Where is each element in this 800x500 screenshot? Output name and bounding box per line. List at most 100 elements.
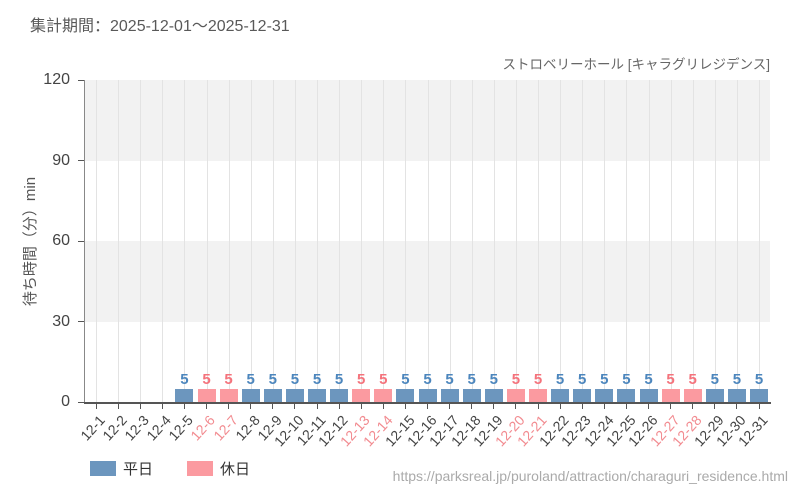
bar-value-label: 5: [290, 371, 300, 388]
x-tick: [449, 404, 451, 409]
x-tick: [117, 404, 119, 409]
bar: [661, 389, 680, 402]
bar: [352, 389, 371, 402]
bar-value-label: 5: [401, 371, 410, 388]
x-tick: [183, 404, 185, 409]
x-tick: [515, 404, 517, 409]
grid-line-vertical: [670, 80, 672, 402]
legend-item-weekday: 平日: [90, 458, 153, 479]
grid-line-vertical: [339, 80, 341, 402]
x-tick: [493, 404, 495, 409]
grid-line-vertical: [140, 80, 142, 402]
bar: [617, 389, 636, 402]
bar: [219, 389, 238, 402]
grid-line-vertical: [405, 80, 407, 402]
bar-value-label: 5: [622, 371, 631, 388]
grid-line-vertical: [383, 80, 385, 402]
bar-value-label: 5: [511, 371, 521, 388]
bar-value-label: 5: [754, 371, 764, 388]
x-tick: [648, 404, 649, 409]
x-tick: [471, 404, 473, 409]
bar: [263, 389, 282, 402]
grid-line-vertical: [759, 80, 760, 402]
grid-line-vertical: [626, 80, 628, 402]
grid-line-vertical: [118, 80, 120, 402]
bar: [241, 389, 260, 402]
x-tick: [316, 404, 318, 409]
bar-value-label: 5: [445, 371, 454, 388]
legend-item-weekend: 休日: [187, 458, 250, 479]
x-axis-labels: 12-1 12-2 12-3 12-4 12-5 12-6 12-7 12-8 12-9 12-1…: [77, 402, 771, 462]
legend-label: 平日: [123, 461, 154, 478]
bar-value-label: 5: [732, 371, 742, 388]
y-tick-label: 30: [52, 312, 70, 330]
bar: [484, 389, 503, 402]
y-axis-line: [84, 80, 85, 402]
bar-value-label: 5: [688, 371, 697, 388]
grid-line-vertical: [692, 80, 694, 402]
x-tick: [161, 404, 163, 409]
bar-value-label: 5: [533, 371, 543, 388]
bar: [418, 389, 437, 402]
x-tick: [736, 404, 738, 409]
x-tick: [382, 404, 384, 409]
y-tick-label: 90: [52, 151, 70, 169]
grid-line-vertical: [361, 80, 363, 402]
x-tick: [272, 404, 274, 409]
grid-line-vertical: [560, 80, 562, 402]
bar-value-label: 5: [467, 371, 476, 388]
bar: [374, 389, 393, 402]
x-tick: [139, 404, 141, 409]
x-tick: [603, 404, 605, 409]
weekday-color-swatch: [90, 461, 116, 476]
grid-line-vertical: [493, 80, 495, 402]
bar: [440, 389, 459, 402]
grid-line-vertical: [228, 80, 230, 402]
bar: [285, 389, 304, 402]
y-tick: [78, 321, 84, 322]
bar: [396, 389, 415, 402]
grid-line-vertical: [206, 80, 208, 402]
x-tick: [714, 404, 716, 409]
grid-line-vertical: [736, 80, 738, 402]
grid-line-vertical: [96, 80, 97, 402]
bar-value-label: 5: [644, 371, 653, 388]
x-tick: [294, 404, 296, 409]
bar: [639, 389, 658, 402]
bar: [683, 389, 702, 402]
x-tick: [758, 404, 760, 409]
bar: [506, 389, 525, 402]
bar-value-label: 5: [600, 371, 609, 388]
bar: [330, 389, 349, 402]
bar-value-label: 5: [555, 371, 565, 388]
bar: [750, 389, 768, 402]
bar-value-label: 5: [357, 371, 366, 388]
x-tick: [206, 404, 207, 409]
grid-line-vertical: [604, 80, 606, 402]
legend: 平日 休日: [90, 458, 250, 479]
bar-value-label: 5: [180, 371, 189, 388]
grid-line-vertical: [317, 80, 318, 402]
grid-line-vertical: [162, 80, 164, 402]
bar-value-label: 5: [268, 371, 277, 388]
grid-line-vertical: [538, 80, 539, 402]
x-tick: [250, 404, 252, 409]
x-tick: [559, 404, 561, 409]
bar-value-label: 5: [379, 371, 388, 388]
grid-line-vertical: [184, 80, 186, 402]
grid-line-vertical: [294, 80, 296, 402]
x-tick: [537, 404, 539, 409]
grid-line-vertical: [714, 80, 716, 402]
x-tick: [581, 404, 583, 409]
grid-line-vertical: [471, 80, 473, 402]
x-tick: [625, 404, 627, 409]
bar-value-label: 5: [423, 371, 432, 388]
bar-value-label: 5: [489, 371, 498, 388]
x-tick: [360, 404, 362, 409]
source-url: https://parksreal.jp/puroland/attraction…: [392, 468, 788, 484]
bar: [175, 389, 194, 402]
bar: [727, 389, 746, 402]
attraction-name-label: ストロベリーホール [キャラグリレジデンス]: [502, 57, 770, 72]
